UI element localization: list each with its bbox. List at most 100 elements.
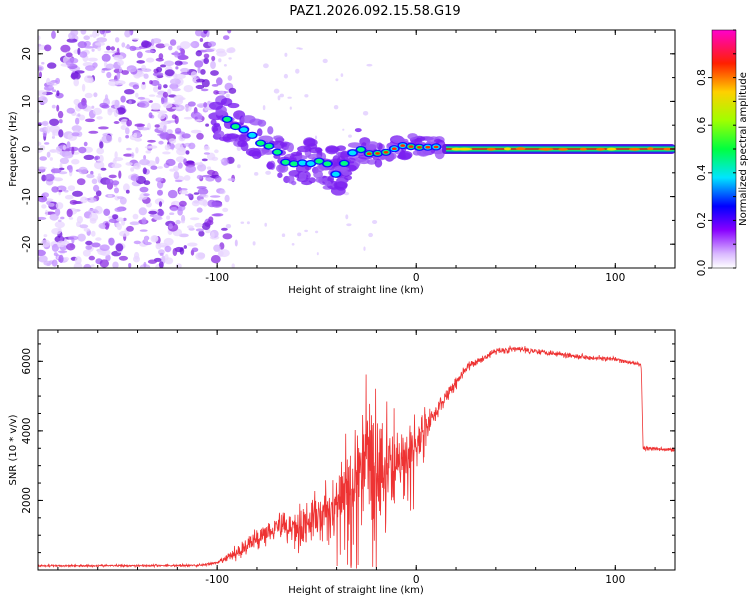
noise-blob [99, 141, 104, 149]
trace-blob [399, 150, 406, 159]
noise-blob [216, 77, 223, 86]
noise-blob [68, 57, 79, 64]
noise-blob [231, 263, 235, 268]
noise-blob [92, 107, 102, 115]
noise-blob [194, 119, 203, 122]
noise-blob [175, 156, 186, 163]
trace-blob [251, 151, 262, 159]
noise-blob [167, 189, 178, 199]
noise-blob [95, 190, 102, 197]
noise-blob [120, 125, 127, 130]
noise-blob [47, 62, 57, 69]
trace-blob [277, 172, 283, 178]
trace-blob [214, 130, 225, 138]
noise-blob [196, 78, 205, 83]
noise-blob [129, 45, 137, 52]
noise-blob [203, 30, 208, 34]
noise-blob [82, 249, 91, 257]
trace-blob [267, 126, 274, 135]
noise-blob [96, 37, 108, 43]
noise-blob [115, 243, 124, 252]
colorbar-tick-label: 0.0 [696, 260, 708, 277]
noise-blob [265, 170, 271, 175]
trace-core [256, 140, 265, 146]
noise-blob [51, 228, 62, 235]
trace-blob [365, 141, 379, 150]
noise-blob [148, 210, 158, 215]
trace-blob [425, 149, 432, 156]
noise-blob [54, 221, 65, 229]
noise-blob [101, 134, 113, 144]
noise-blob [133, 132, 138, 137]
trace-blob [358, 158, 370, 165]
noise-blob [196, 207, 203, 213]
trace-blob [272, 140, 285, 150]
noise-blob [77, 233, 86, 242]
noise-blob [149, 80, 153, 85]
noise-blob [185, 150, 190, 155]
noise-blob [72, 190, 83, 197]
noise-blob [77, 101, 88, 110]
trace-core [366, 152, 372, 155]
noise-blob [137, 96, 146, 100]
noise-blob [199, 38, 204, 42]
noise-blob [88, 208, 98, 213]
noise-blob [107, 107, 115, 113]
noise-blob [335, 78, 339, 82]
carrier-line-glint [596, 147, 605, 151]
noise-blob [88, 130, 99, 134]
spectrogram-x-axis-label: Height of straight line (km) [288, 285, 424, 296]
noise-blob [68, 235, 79, 241]
snr-series-line [38, 345, 675, 569]
noise-blob [240, 221, 245, 224]
noise-blob [99, 224, 106, 229]
noise-blob [191, 247, 199, 253]
noise-blob [345, 214, 349, 220]
noise-blob [71, 146, 75, 155]
noise-blob [118, 66, 123, 73]
noise-blob [363, 246, 366, 251]
noise-blob [145, 57, 155, 63]
trace-core [340, 161, 349, 166]
noise-blob [96, 176, 101, 180]
noise-blob [174, 50, 179, 58]
noise-blob [264, 222, 268, 227]
trace-blob [374, 158, 383, 168]
noise-blob [49, 149, 59, 153]
noise-blob [71, 158, 80, 165]
noise-blob [210, 255, 221, 264]
noise-blob [77, 41, 87, 49]
noise-blob [139, 127, 150, 131]
noise-blob [206, 166, 212, 170]
noise-blob [84, 146, 93, 153]
noise-blob [155, 243, 162, 250]
noise-blob [111, 163, 122, 169]
noise-blob [174, 73, 186, 79]
noise-blob [289, 106, 292, 110]
noise-blob [252, 241, 256, 246]
noise-blob [227, 75, 233, 81]
x-tick-label: -100 [205, 574, 229, 586]
noise-blob [234, 239, 238, 247]
noise-blob [112, 159, 117, 165]
noise-blob [91, 230, 96, 237]
noise-blob [279, 93, 284, 98]
trace-blob [354, 128, 362, 133]
noise-blob [194, 222, 203, 228]
noise-blob [179, 190, 188, 195]
y-tick-label: 2000 [21, 487, 33, 514]
noise-blob [94, 161, 105, 170]
noise-blob [49, 157, 53, 161]
noise-blob [158, 53, 164, 60]
noise-blob [134, 123, 145, 127]
noise-blob [108, 174, 117, 179]
noise-blob [228, 57, 232, 60]
y-tick-label: -20 [21, 236, 33, 253]
noise-blob [165, 158, 176, 167]
noise-blob [68, 217, 74, 220]
trace-blob [353, 158, 361, 168]
noise-blob [145, 49, 155, 53]
noise-blob [108, 216, 113, 219]
carrier-line-glint [538, 147, 554, 151]
